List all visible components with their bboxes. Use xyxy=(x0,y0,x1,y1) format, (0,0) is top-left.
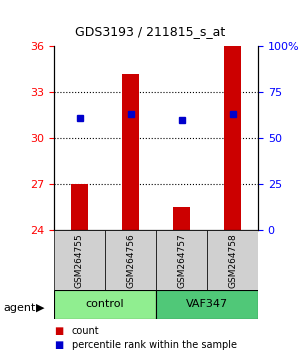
Text: ■: ■ xyxy=(54,326,63,336)
Text: GDS3193 / 211815_s_at: GDS3193 / 211815_s_at xyxy=(75,25,225,38)
FancyBboxPatch shape xyxy=(156,290,258,319)
Text: agent: agent xyxy=(3,303,35,313)
Text: GSM264755: GSM264755 xyxy=(75,233,84,287)
Text: GSM264757: GSM264757 xyxy=(177,233,186,287)
Bar xyxy=(172,207,190,230)
Text: ■: ■ xyxy=(54,340,63,350)
Text: GSM264756: GSM264756 xyxy=(126,233,135,287)
Text: control: control xyxy=(86,299,124,309)
Text: ▶: ▶ xyxy=(36,303,44,313)
Bar xyxy=(122,74,140,230)
Text: percentile rank within the sample: percentile rank within the sample xyxy=(72,340,237,350)
Bar xyxy=(224,46,242,230)
FancyBboxPatch shape xyxy=(54,230,105,290)
FancyBboxPatch shape xyxy=(156,230,207,290)
Bar xyxy=(70,184,88,230)
Text: VAF347: VAF347 xyxy=(186,299,228,309)
FancyBboxPatch shape xyxy=(207,230,258,290)
FancyBboxPatch shape xyxy=(105,230,156,290)
Text: GSM264758: GSM264758 xyxy=(228,233,237,287)
FancyBboxPatch shape xyxy=(54,290,156,319)
Text: count: count xyxy=(72,326,100,336)
